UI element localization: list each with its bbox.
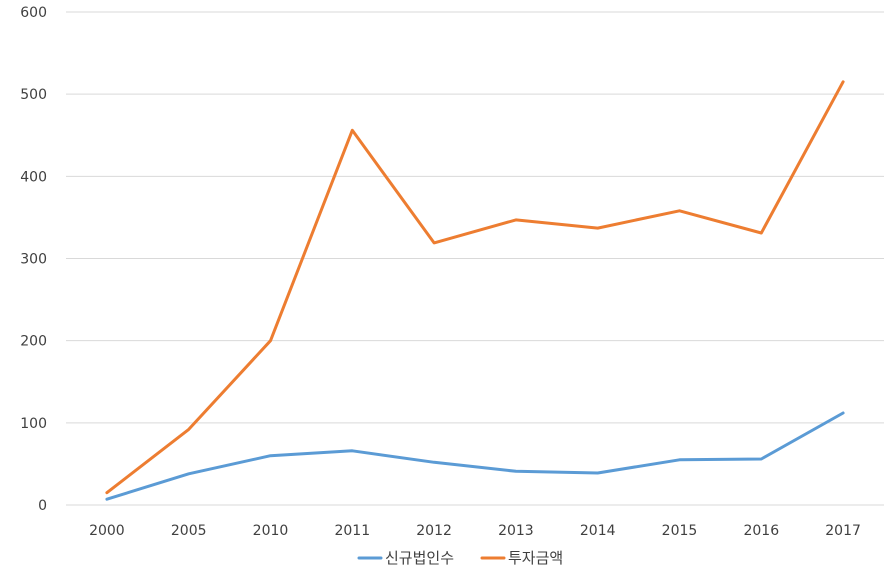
y-tick-label: 400	[20, 169, 47, 185]
x-tick-label: 2010	[253, 523, 289, 539]
series-line-2	[105, 80, 845, 495]
y-axis-ticks: 0 100 200 300 400 500 600	[20, 5, 47, 514]
y-tick-label: 300	[20, 252, 47, 268]
x-tick-label: 2012	[416, 523, 452, 539]
x-tick-label: 2016	[743, 523, 779, 539]
legend-label: 신규법인수	[385, 549, 454, 567]
legend: 신규법인수 투자금액	[357, 549, 563, 567]
legend-item-1: 신규법인수	[357, 549, 454, 567]
series-line-1	[105, 411, 845, 501]
x-tick-label: 2014	[580, 523, 616, 539]
x-axis-ticks: 2000 2005 2010 2011 2012 2013 2014 2015 2016 2017	[89, 523, 861, 539]
x-tick-label: 2000	[89, 523, 125, 539]
y-tick-label: 600	[20, 5, 47, 21]
y-tick-label: 100	[20, 416, 47, 432]
gridlines	[66, 11, 884, 506]
x-tick-label: 2015	[662, 523, 698, 539]
y-tick-label: 500	[20, 87, 47, 103]
y-tick-label: 0	[38, 498, 47, 514]
x-tick-label: 2005	[171, 523, 207, 539]
series-lines	[105, 80, 845, 501]
x-tick-label: 2013	[498, 523, 534, 539]
legend-label: 투자금액	[508, 549, 563, 567]
x-tick-label: 2017	[825, 523, 861, 539]
x-tick-label: 2011	[334, 523, 370, 539]
legend-item-2: 투자금액	[480, 549, 563, 567]
y-tick-label: 200	[20, 334, 47, 350]
